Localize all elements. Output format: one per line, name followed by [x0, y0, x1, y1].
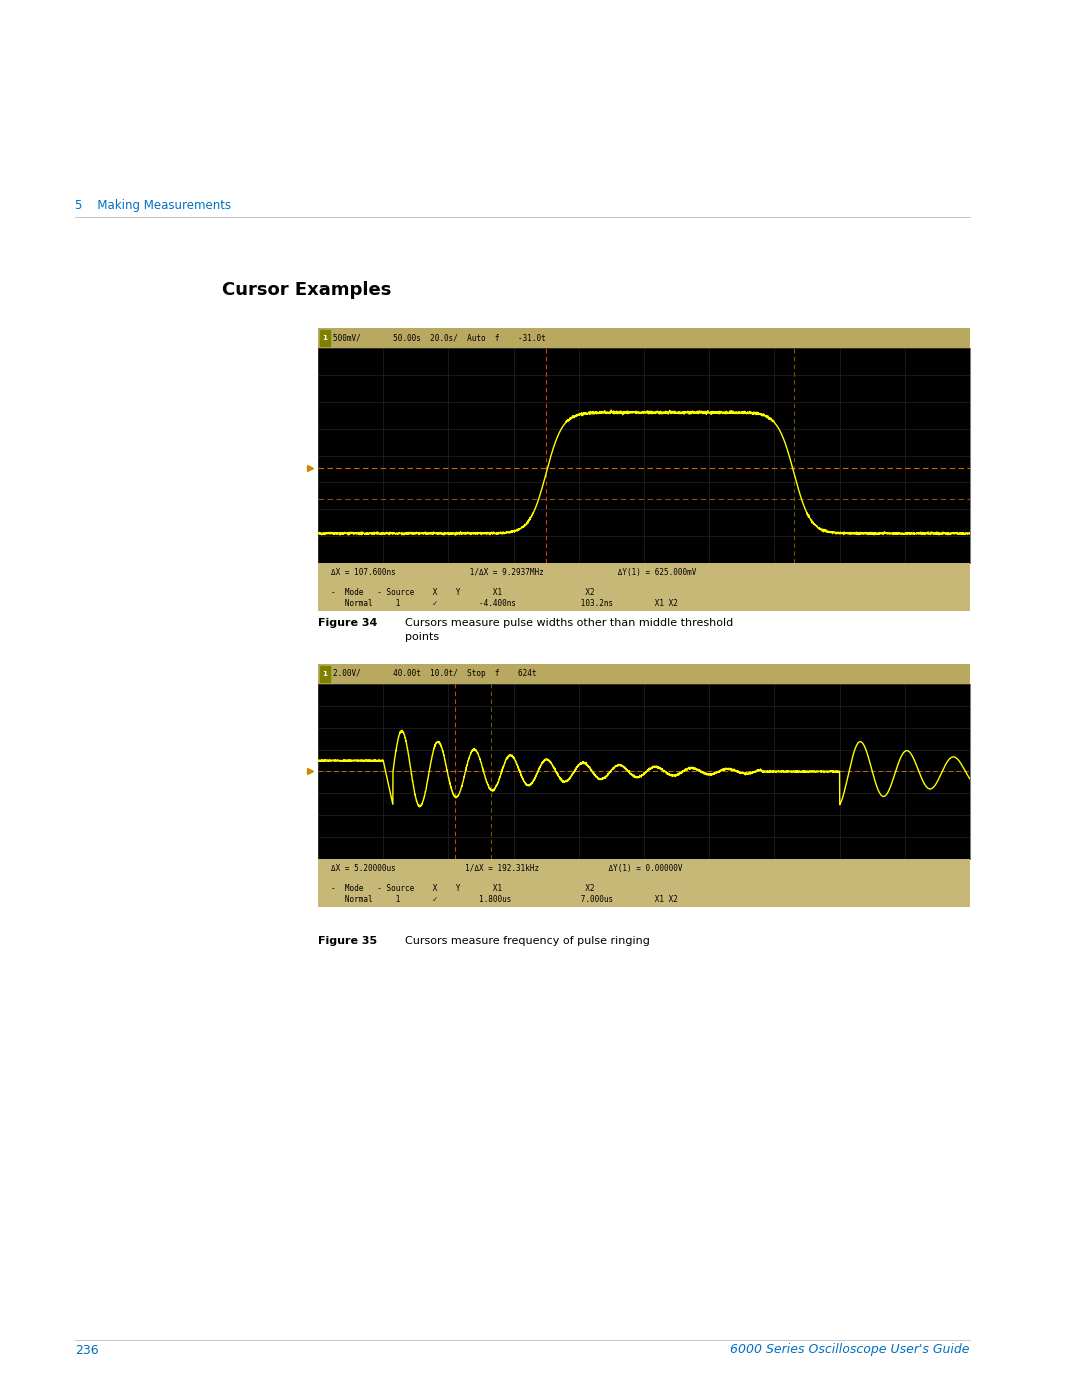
Text: 2.00V/       40.00t  10.0t/  Stop  f    624t: 2.00V/ 40.00t 10.0t/ Stop f 624t	[333, 669, 537, 679]
Text: points: points	[405, 631, 440, 643]
Text: 6000 Series Oscilloscope User's Guide: 6000 Series Oscilloscope User's Guide	[730, 1344, 970, 1356]
Text: Cursors measure frequency of pulse ringing: Cursors measure frequency of pulse ringi…	[405, 936, 650, 946]
Bar	[320, 666, 330, 682]
Text: 5    Making Measurements: 5 Making Measurements	[75, 198, 231, 211]
Text: 1: 1	[323, 335, 327, 341]
Text: Cursors measure pulse widths other than middle threshold: Cursors measure pulse widths other than …	[405, 617, 733, 629]
Text: ΔX = 107.600ns                1/ΔX = 9.2937MHz                ΔY(1) = 625.000mV: ΔX = 107.600ns 1/ΔX = 9.2937MHz ΔY(1) = …	[332, 569, 697, 577]
Text: Figure 34: Figure 34	[318, 617, 377, 629]
Bar	[320, 330, 330, 346]
Text: -  Mode   - Source    X    Y       X1                  X2: - Mode - Source X Y X1 X2	[332, 884, 595, 893]
Text: Normal     1       ✓         1.800us               7.000us         X1 X2: Normal 1 ✓ 1.800us 7.000us X1 X2	[332, 895, 678, 904]
Text: Normal     1       ✓         -4.400ns              103.2ns         X1 X2: Normal 1 ✓ -4.400ns 103.2ns X1 X2	[332, 599, 678, 608]
Text: 236: 236	[75, 1344, 98, 1356]
Text: Figure 35: Figure 35	[318, 936, 377, 946]
Text: -  Mode   - Source    X    Y       X1                  X2: - Mode - Source X Y X1 X2	[332, 588, 595, 597]
Text: Cursor Examples: Cursor Examples	[222, 281, 391, 299]
Text: ΔX = 5.20000us               1/ΔX = 192.31kHz               ΔY(1) = 0.00000V: ΔX = 5.20000us 1/ΔX = 192.31kHz ΔY(1) = …	[332, 863, 683, 873]
Text: 1: 1	[323, 671, 327, 678]
Text: 500mV/       50.00s  20.0s/  Auto  f    -31.0t: 500mV/ 50.00s 20.0s/ Auto f -31.0t	[333, 334, 545, 342]
